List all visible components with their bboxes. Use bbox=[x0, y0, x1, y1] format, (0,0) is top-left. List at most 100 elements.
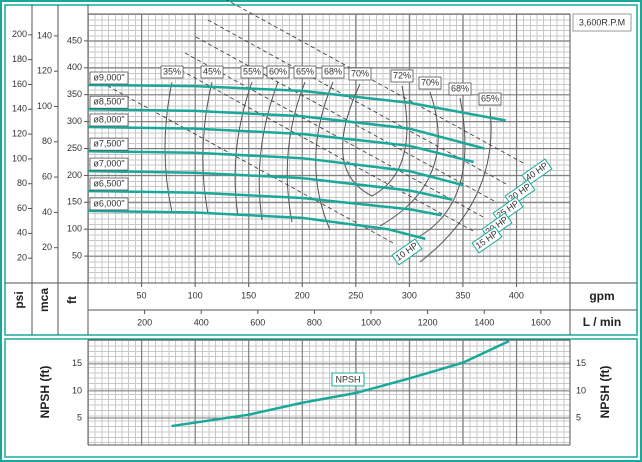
head-curve bbox=[87, 107, 485, 150]
y3-tick-label: 100 bbox=[12, 153, 27, 163]
efficiency-label: 70% bbox=[421, 77, 439, 87]
efficiency-curve bbox=[234, 81, 253, 217]
x-tick-label: 150 bbox=[241, 290, 256, 300]
efficiency-curve bbox=[286, 81, 306, 223]
efficiency-curve bbox=[202, 81, 213, 215]
series-label-box bbox=[89, 137, 129, 151]
panel-border bbox=[4, 4, 638, 336]
head-curve bbox=[87, 83, 506, 122]
power-line bbox=[207, 19, 509, 186]
y3-tick-label: 200 bbox=[12, 29, 27, 39]
axis-label: L / min bbox=[583, 315, 621, 329]
efficiency-curve bbox=[419, 107, 492, 263]
y2-tick-label: 40 bbox=[42, 207, 52, 217]
series-label-box bbox=[89, 177, 129, 191]
y2-tick-label: 120 bbox=[37, 66, 52, 76]
power-label-box bbox=[521, 158, 553, 186]
power-line bbox=[174, 66, 476, 233]
y-tick-label: 150 bbox=[67, 197, 82, 207]
efficiency-label-box bbox=[478, 92, 502, 106]
head-curve bbox=[87, 149, 464, 187]
head-curve bbox=[87, 209, 426, 241]
efficiency-curve bbox=[315, 81, 334, 231]
series-label-box bbox=[89, 157, 129, 171]
speed-label: 3,600R.P.M bbox=[579, 17, 625, 27]
y-tick-label: 10 bbox=[72, 385, 82, 395]
y-tick-label: 200 bbox=[67, 170, 82, 180]
y3-tick-label: 180 bbox=[12, 54, 27, 64]
series-label-box bbox=[89, 95, 129, 109]
head-curve bbox=[87, 169, 453, 201]
x-tick-label: 250 bbox=[348, 290, 363, 300]
efficiency-label-box bbox=[448, 82, 472, 96]
power-line bbox=[184, 52, 486, 219]
x2-tick-label: 1600 bbox=[531, 317, 551, 327]
x-tick-label: 350 bbox=[455, 290, 470, 300]
efficiency-label-box bbox=[293, 65, 317, 79]
y3-tick-label: 40 bbox=[17, 228, 27, 238]
series-label: ø9,000" bbox=[93, 72, 124, 82]
efficiency-label: 68% bbox=[324, 66, 342, 76]
axis-label: psi bbox=[12, 291, 26, 308]
efficiency-label-box bbox=[240, 65, 264, 79]
y-tick-label: 300 bbox=[67, 116, 82, 126]
efficiency-label: 65% bbox=[296, 66, 314, 76]
y3-tick-label: 60 bbox=[17, 203, 27, 213]
efficiency-label-box bbox=[266, 65, 290, 79]
efficiency-label: 55% bbox=[243, 66, 261, 76]
power-line bbox=[94, 78, 396, 245]
panel-border bbox=[4, 338, 638, 458]
x-tick-label: 300 bbox=[402, 290, 417, 300]
power-line bbox=[225, 0, 526, 165]
efficiency-label: 65% bbox=[481, 93, 499, 103]
series-label: ø7,000" bbox=[93, 158, 124, 168]
y2-tick-label: 60 bbox=[42, 171, 52, 181]
series-label: ø8,000" bbox=[93, 114, 124, 124]
series-label-box bbox=[89, 113, 129, 127]
efficiency-label-box bbox=[160, 65, 184, 79]
efficiency-label-box bbox=[418, 76, 442, 90]
y-tick-label: 5 bbox=[77, 412, 82, 422]
x2-tick-label: 200 bbox=[137, 317, 152, 327]
efficiency-label: 35% bbox=[163, 66, 181, 76]
y-tick-label: 5 bbox=[576, 412, 581, 422]
series-label: ø8,500" bbox=[93, 97, 124, 107]
efficiency-label: 68% bbox=[451, 83, 469, 93]
efficiency-label-box bbox=[321, 65, 345, 79]
axis-label: mca bbox=[37, 288, 51, 312]
head-curve bbox=[87, 189, 442, 217]
head-curve bbox=[87, 125, 474, 164]
x2-tick-label: 400 bbox=[194, 317, 209, 327]
y2-tick-label: 20 bbox=[42, 242, 52, 252]
x2-tick-label: 1200 bbox=[418, 317, 438, 327]
series-label-box bbox=[89, 71, 129, 85]
efficiency-label: 45% bbox=[203, 66, 221, 76]
y-tick-label: 15 bbox=[72, 358, 82, 368]
y-tick-label: 350 bbox=[67, 89, 82, 99]
axis-label: NPSH (ft) bbox=[38, 366, 52, 419]
x2-tick-label: 1000 bbox=[361, 317, 381, 327]
x2-tick-label: 800 bbox=[307, 317, 322, 327]
y3-tick-label: 160 bbox=[12, 79, 27, 89]
npsh-curve bbox=[171, 339, 510, 428]
y3-tick-label: 140 bbox=[12, 104, 27, 114]
efficiency-curve bbox=[342, 83, 408, 197]
series-label: ø6,000" bbox=[93, 198, 124, 208]
y3-tick-label: 20 bbox=[17, 253, 27, 263]
axis-label: gpm bbox=[589, 289, 614, 303]
efficiency-label-box bbox=[390, 69, 414, 83]
efficiency-curve bbox=[164, 81, 173, 213]
y3-tick-label: 80 bbox=[17, 178, 27, 188]
efficiency-label: 70% bbox=[351, 68, 369, 78]
efficiency-curve bbox=[379, 91, 439, 227]
frame bbox=[5, 5, 637, 446]
npsh-label-box bbox=[331, 372, 365, 387]
y2-tick-label: 140 bbox=[37, 30, 52, 40]
x-tick-label: 100 bbox=[188, 290, 203, 300]
y-tick-label: 450 bbox=[67, 35, 82, 45]
y2-tick-label: 80 bbox=[42, 136, 52, 146]
minor-grid bbox=[88, 340, 570, 445]
